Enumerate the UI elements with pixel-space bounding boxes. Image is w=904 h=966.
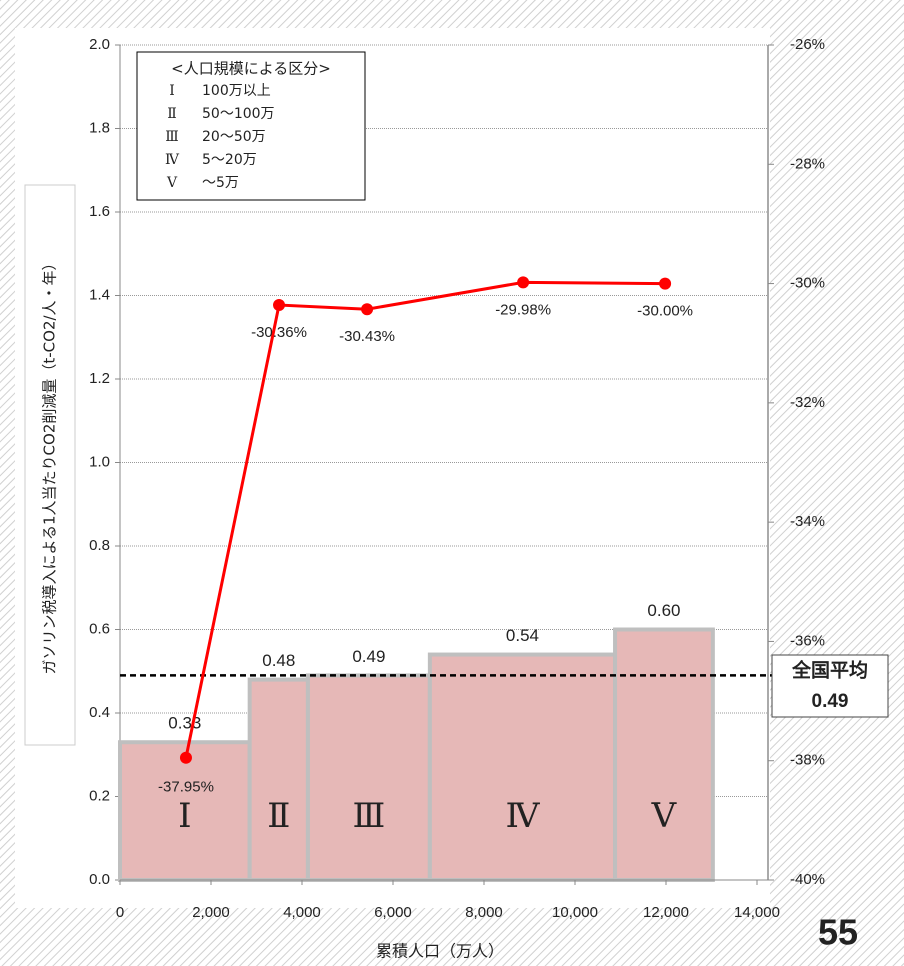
line-label: -30.36% [251,324,307,341]
y-tick-label: 1.6 [89,203,110,220]
y-tick-label: 0.8 [89,537,110,554]
legend-numeral: Ⅲ [165,129,179,145]
y2-tick-label: -30% [790,275,825,292]
y2-tick-label: -28% [790,155,825,172]
line-label: -30.43% [339,328,395,345]
y-tick-label: 2.0 [89,36,110,53]
x-tick-label: 12,000 [643,904,689,921]
legend-range: 100万以上 [202,83,271,99]
legend-range: 5～20万 [202,152,257,168]
bar [305,673,432,882]
x-tick-label: 14,000 [734,904,780,921]
legend-range: ～5万 [202,175,239,191]
legend-numeral: Ⅴ [166,175,178,191]
y2-tick-label: -34% [790,513,825,530]
line-point [361,303,374,316]
legend-numeral: Ⅰ [169,83,175,99]
bar-category: Ⅳ [505,796,540,836]
ylabel-box [24,184,76,746]
reference-label: 全国平均 [791,659,868,682]
legend-range: 50～100万 [202,106,275,122]
line-label: -37.95% [158,779,214,796]
x-tick-label: 2,000 [192,904,230,921]
line-point [179,751,192,764]
legend [136,51,366,201]
bar-label: 0.33 [168,714,201,733]
bar-category: Ⅱ [267,796,290,836]
y2-tick-label: -40% [790,871,825,888]
line-point [659,277,672,290]
line-label: -30.00% [637,303,693,320]
bar [247,677,310,882]
bar-category: Ⅲ [352,796,385,836]
x-tick-label: 6,000 [374,904,412,921]
x-tick-label: 8,000 [465,904,503,921]
x-axis-label: 累積人口（万人） [376,942,504,961]
bar-category: Ⅴ [651,796,678,836]
legend-title: <人口規模による区分> [171,60,331,78]
legend-numeral: Ⅳ [165,152,180,168]
legend-numeral: Ⅱ [167,106,177,122]
y2-tick-label: -38% [790,752,825,769]
x-tick-label: 10,000 [552,904,598,921]
bar-label: 0.48 [262,651,295,670]
y-tick-label: 1.2 [89,370,110,387]
y-axis-label: ガソリン税導入による1人当たりCO2削減量（t-CO2/人・年） [41,255,59,674]
y-tick-label: 0.0 [89,871,110,888]
bar-label: 0.49 [352,647,385,666]
bar [613,627,715,882]
y-tick-label: 0.2 [89,787,110,804]
y2-tick-label: -26% [790,36,825,53]
line-point [517,276,530,289]
y-tick-label: 0.6 [89,620,110,637]
bar-category: Ⅰ [178,796,191,836]
y-tick-label: 1.8 [89,119,110,136]
legend-range: 20～50万 [202,129,266,145]
bar [427,652,618,882]
y2-tick-label: -32% [790,394,825,411]
x-tick-label: 0 [116,904,124,921]
y2-tick-label: -36% [790,632,825,649]
y-tick-label: 1.4 [89,286,110,303]
reference-value: 0.49 [812,691,849,712]
reference-box [771,654,889,718]
y-tick-label: 0.4 [89,704,110,721]
line-point [273,299,286,312]
bar-label: 0.60 [647,601,680,620]
line-label: -29.98% [495,301,551,318]
x-tick-label: 4,000 [283,904,321,921]
y-tick-label: 1.0 [89,453,110,470]
bar-label: 0.54 [506,626,539,645]
page-number: 55 [818,912,858,953]
